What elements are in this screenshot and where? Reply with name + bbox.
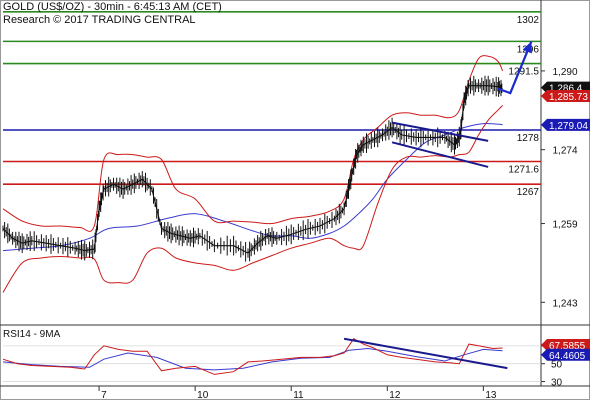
price-tick-label-1: 1,274 [552, 146, 577, 157]
price-tag-label-1: 1,285.73 [549, 92, 588, 103]
moving-average-line [2, 122, 503, 252]
level-label-5: 1267 [517, 187, 540, 198]
price-tag-label-0: 1,286.4 [549, 84, 583, 95]
time-tick-label-2: 11 [293, 390, 304, 400]
price-line [2, 85, 503, 254]
price-bars [2, 75, 503, 262]
bollinger-lower-line [2, 105, 503, 293]
time-tick-label-4: 13 [485, 390, 497, 400]
rsi-tag-bg-0 [541, 339, 590, 352]
time-tick-label-3: 12 [389, 390, 401, 400]
price-tick-label-0: 1,290 [552, 67, 577, 78]
price-tick-label-3: 1,243 [552, 298, 577, 309]
channel-line-1 [391, 141, 489, 168]
rsi-tag-label-0: 67.5855 [549, 341, 586, 352]
level-label-4: 1271.6 [508, 165, 539, 176]
time-tick-label-0: 7 [101, 390, 107, 400]
rsi-tag-label-1: 64.4605 [549, 351, 586, 362]
price-tag-bg-2 [541, 118, 590, 131]
rsi-title: RSI14 - 9MA [3, 329, 61, 340]
channel-line-0 [391, 121, 489, 142]
rsi-tag-bg-1 [541, 348, 590, 361]
chart-title: GOLD (US$/OZ) - 30min - 6:45:13 AM (CET) [3, 1, 222, 13]
rsi-tick-label-2: 30 [551, 378, 563, 389]
price-tag-bg-1 [541, 89, 590, 102]
forecast-arrow-head [522, 41, 532, 54]
rsi-line [2, 338, 503, 375]
rsi-tick-label-1: 50 [551, 360, 563, 371]
price-tag-label-2: 1,279.04 [549, 121, 588, 132]
forecast-arrow-line [497, 40, 533, 95]
bollinger-upper-line [2, 55, 504, 232]
rsi-ma-line [2, 347, 503, 371]
level-label-3: 1278 [517, 133, 540, 144]
rsi-trend-line [343, 337, 508, 370]
chart-copyright: Research © 2017 TRADING CENTRAL [3, 14, 196, 26]
time-tick-label-1: 10 [197, 390, 209, 400]
level-label-0: 1302 [517, 15, 540, 26]
level-label-2: 1291.5 [508, 67, 539, 78]
price-tick-label-2: 1,259 [552, 220, 577, 231]
